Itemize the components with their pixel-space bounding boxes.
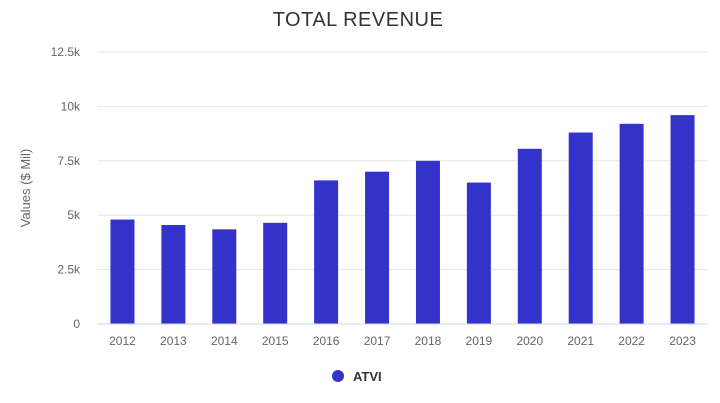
bar-2017[interactable] [365, 171, 390, 324]
y-tick-label: 10k [61, 99, 81, 113]
x-tick-label: 2016 [313, 334, 340, 348]
y-axis-ticks: 0 2.5k 5k 7.5k 10k 12.5k [51, 45, 81, 331]
y-tick-label: 2.5k [57, 263, 81, 277]
x-tick-label: 2018 [415, 334, 442, 348]
x-tick-label: 2013 [160, 334, 187, 348]
x-tick-label: 2017 [364, 334, 391, 348]
x-tick-label: 2019 [466, 334, 493, 348]
x-tick-label: 2020 [516, 334, 543, 348]
bar-2012[interactable] [110, 219, 135, 324]
x-tick-label: 2015 [262, 334, 289, 348]
y-tick-label: 5k [67, 208, 81, 222]
bars [110, 115, 695, 324]
y-tick-label: 0 [73, 317, 80, 331]
bar-2014[interactable] [212, 229, 237, 324]
legend-marker-atvi [332, 370, 344, 382]
x-tick-label: 2012 [109, 334, 136, 348]
legend-label-atvi: ATVI [353, 369, 382, 384]
x-axis-ticks: 2012 2013 2014 2015 2016 2017 2018 2019 2020 2021… [109, 334, 696, 348]
bar-2020[interactable] [517, 148, 542, 324]
chart-title: TOTAL REVENUE [273, 9, 444, 31]
bar-2022[interactable] [619, 123, 644, 324]
gridlines [97, 51, 708, 271]
y-tick-label: 12.5k [51, 45, 81, 59]
bar-2018[interactable] [415, 160, 440, 324]
y-axis-label: Values ($ Mil) [18, 149, 33, 228]
x-tick-label: 2014 [211, 334, 238, 348]
legend[interactable]: ATVI [332, 369, 382, 384]
bar-2021[interactable] [568, 132, 593, 324]
x-tick-label: 2022 [618, 334, 645, 348]
y-tick-label: 7.5k [57, 154, 81, 168]
bar-2019[interactable] [466, 182, 491, 324]
x-tick-label: 2023 [669, 334, 696, 348]
bar-2015[interactable] [263, 222, 288, 324]
bar-2023[interactable] [670, 115, 695, 324]
bar-2013[interactable] [161, 224, 186, 324]
bar-2016[interactable] [314, 180, 339, 324]
x-tick-label: 2021 [567, 334, 594, 348]
